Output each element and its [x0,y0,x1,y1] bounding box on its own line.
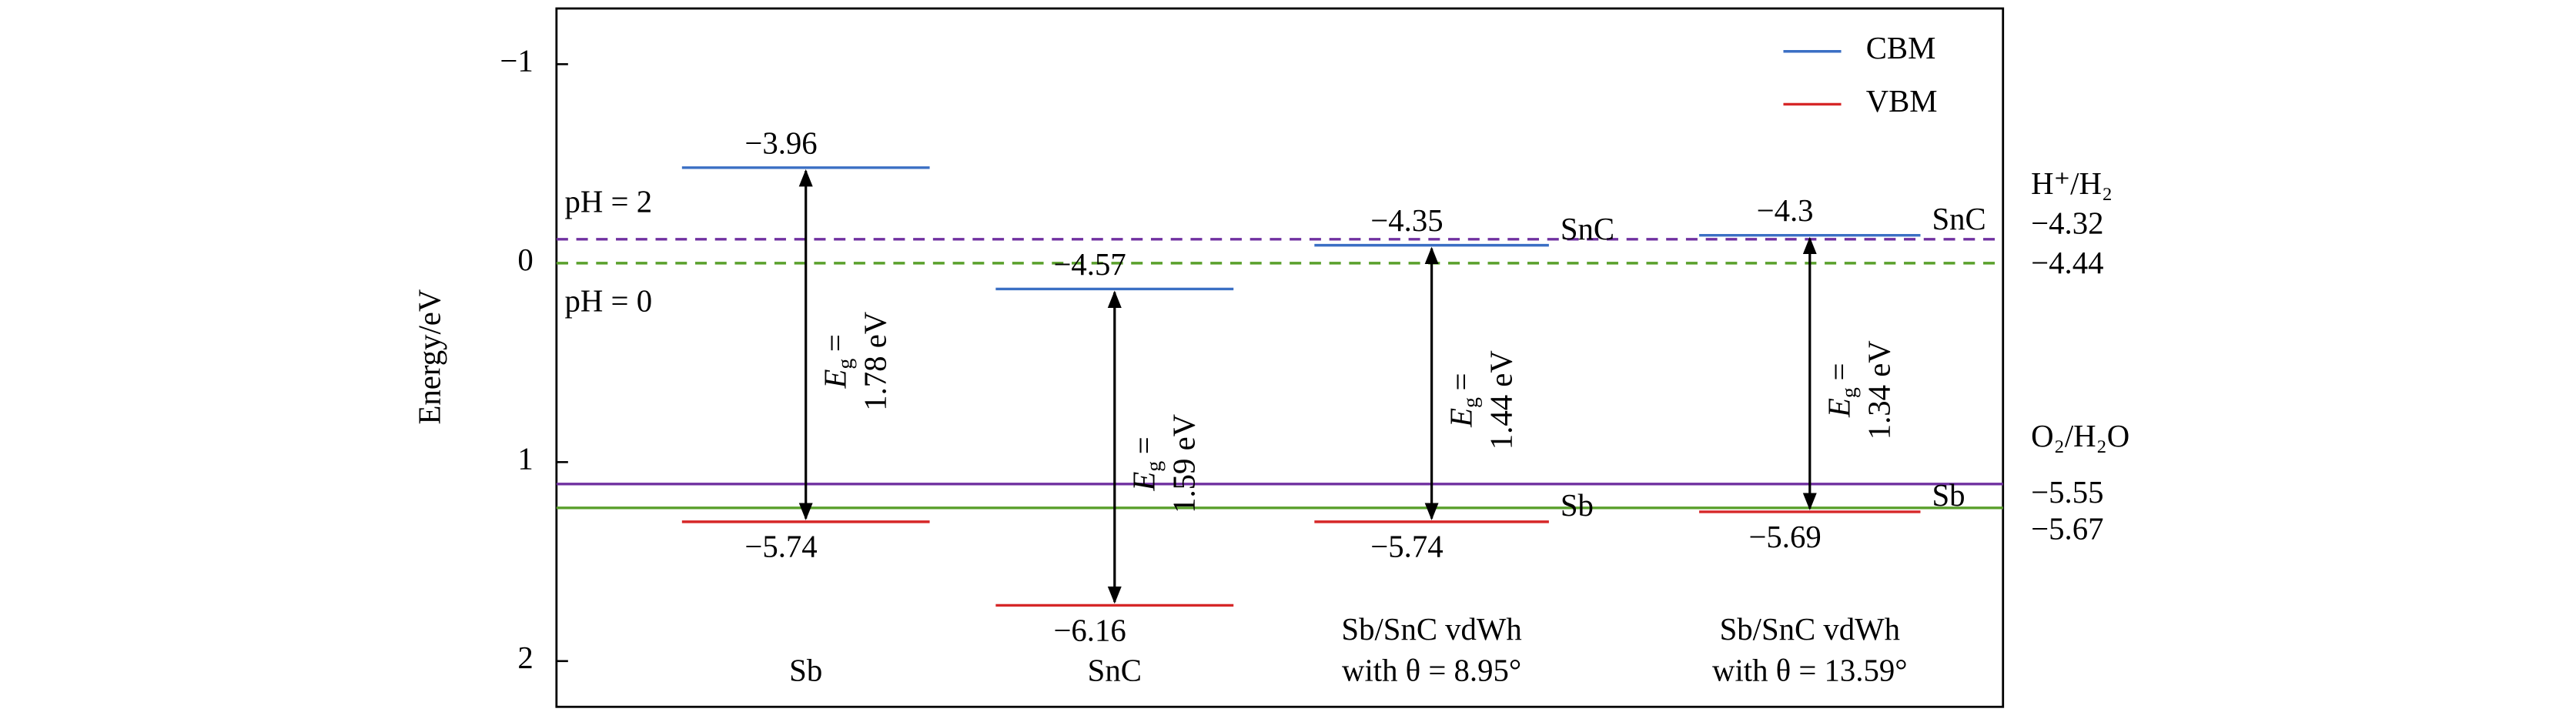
redox-label: O₂/H₂O [2031,419,2129,453]
gap-symbol-subscript: g [834,359,858,369]
gap-symbol-subscript: g [1142,461,1166,472]
level-value-label: −4.32 [2031,206,2103,240]
legend-label: CBM [1866,31,1936,65]
gap-symbol-letter: E [1444,408,1479,428]
gap-symbol: Eg = [1822,363,1862,418]
gap-symbol: Eg = [1444,373,1484,427]
category-label: with θ = 8.95° [1342,654,1521,688]
gap-symbol: Eg = [1127,436,1166,491]
level-value-label: −4.44 [2031,246,2103,280]
y-tick-label: 0 [517,242,533,277]
gap-symbol-letter: E [1127,472,1162,492]
level-value-label: −5.67 [2031,511,2103,546]
gap-symbol: Eg = [818,334,858,389]
band-value-label: −5.69 [1748,520,1821,554]
band-value-label: −4.57 [1053,247,1126,282]
ph-label: pH = 2 [565,185,653,219]
gap-value-label: 1.34 eV [1862,340,1897,440]
gap-equals: = [818,334,853,352]
side-label: SnC [1932,202,1986,236]
redox-label: H⁺/H₂ [2031,166,2113,201]
gap-symbol-letter: E [1822,398,1857,418]
y-tick-label: −1 [500,44,533,79]
band-value-label: −4.35 [1370,203,1443,238]
band-value-label: −5.74 [744,530,817,564]
category-label: Sb/SnC vdWh [1720,612,1900,647]
band-value-label: −3.96 [744,125,817,160]
category-label: with θ = 13.59° [1712,654,1908,688]
category-label: Sb/SnC vdWh [1341,612,1521,647]
ph-label: pH = 0 [565,283,653,318]
side-label: SnC [1561,212,1614,246]
gap-symbol-subscript: g [1838,387,1862,398]
band-value-label: −6.16 [1053,613,1126,647]
gap-value-label: 1.44 eV [1484,350,1518,450]
category-label: Sb [789,654,822,688]
gap-value-label: 1.59 eV [1167,414,1202,513]
side-label: Sb [1932,478,1965,513]
gap-equals: = [1822,363,1857,381]
gap-symbol-subscript: g [1460,397,1484,408]
band-value-label: −4.3 [1757,193,1814,228]
gap-value-label: 1.78 eV [858,312,892,411]
y-tick-label: 2 [517,640,533,675]
plot-frame [555,7,2005,708]
level-value-label: −5.55 [2031,475,2103,510]
y-tick-label: 1 [517,442,533,476]
gap-equals: = [1444,373,1479,390]
legend-label: VBM [1866,84,1938,119]
gap-equals: = [1127,436,1162,454]
category-label: SnC [1088,654,1142,688]
y-axis-label: Energy/eV [412,289,447,425]
side-label: Sb [1561,488,1594,523]
band-value-label: −5.74 [1370,530,1443,564]
gap-symbol-letter: E [818,369,853,389]
